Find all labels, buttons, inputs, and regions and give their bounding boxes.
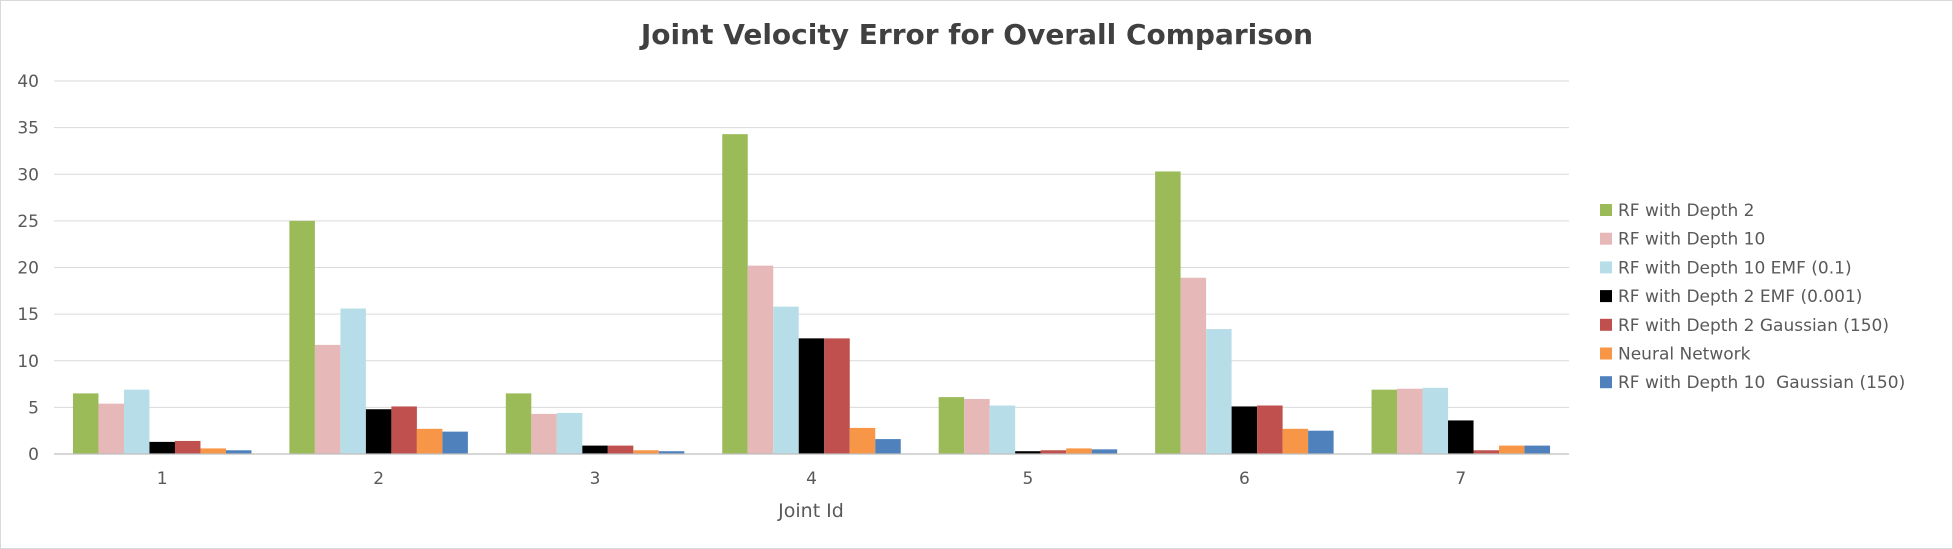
x-tick-label: 3	[590, 469, 601, 489]
legend-label: RF with Depth 10 Gaussian (150)	[1618, 373, 1905, 393]
y-tick-label: 20	[17, 259, 39, 279]
bar	[289, 220, 315, 454]
bar	[607, 445, 634, 454]
bar	[365, 409, 392, 454]
legend-label: RF with Depth 2 EMF (0.001)	[1618, 287, 1862, 307]
legend-swatch	[1600, 347, 1612, 360]
axis-layer: 0 5 10 15 20 25 30 35 40 1 2 3 4 5 6 7	[17, 72, 1569, 489]
y-tick-label: 40	[17, 72, 39, 92]
legend-swatch	[1600, 261, 1612, 274]
bar	[964, 398, 990, 454]
bar	[149, 441, 175, 454]
bar	[1422, 387, 1449, 454]
bar	[340, 308, 366, 454]
bar	[747, 265, 774, 454]
x-tick-label: 4	[806, 469, 817, 489]
legend-swatch	[1600, 318, 1612, 331]
bar	[1180, 277, 1207, 454]
legend-swatch	[1600, 376, 1612, 389]
bar	[658, 451, 685, 454]
bar	[989, 405, 1016, 454]
bar	[1448, 420, 1474, 454]
bar	[633, 450, 659, 454]
bar	[1091, 449, 1118, 454]
chart-title: Joint Velocity Error for Overall Compari…	[639, 18, 1313, 51]
bar	[391, 406, 417, 454]
bar	[938, 397, 965, 454]
x-tick-label: 5	[1023, 469, 1034, 489]
bar	[1308, 430, 1334, 454]
bar	[824, 338, 850, 454]
bar	[1257, 405, 1283, 454]
bar	[314, 344, 341, 454]
legend-swatch	[1600, 290, 1612, 303]
y-tick-label: 30	[17, 165, 39, 185]
bar	[505, 393, 532, 454]
legend-label: RF with Depth 10 EMF (0.1)	[1618, 258, 1852, 278]
bars-layer	[72, 134, 1551, 454]
bar	[582, 445, 608, 454]
bar	[225, 450, 252, 454]
y-tick-label: 25	[17, 212, 39, 232]
bar	[1524, 445, 1551, 454]
legend-label: Neural Network	[1618, 345, 1751, 365]
bar	[98, 403, 124, 454]
bar	[798, 338, 825, 454]
bar	[1231, 406, 1258, 454]
bar	[174, 440, 201, 454]
y-tick-label: 15	[17, 305, 39, 325]
y-tick-label: 5	[28, 398, 39, 418]
legend-label: RF with Depth 2 Gaussian (150)	[1618, 316, 1889, 336]
bar	[1206, 329, 1232, 454]
x-tick-label: 2	[373, 469, 384, 489]
bar	[1499, 445, 1525, 454]
legend-label: RF with Depth 2	[1618, 201, 1754, 221]
bar	[200, 448, 226, 454]
bar	[773, 306, 799, 454]
bar	[1155, 171, 1181, 454]
bar	[875, 439, 901, 454]
x-tick-label: 1	[157, 469, 168, 489]
bar	[1371, 389, 1398, 454]
y-tick-label: 35	[17, 119, 39, 139]
bar	[1040, 450, 1067, 454]
bar	[722, 134, 748, 454]
bar	[556, 412, 583, 454]
y-tick-label: 0	[28, 445, 39, 465]
bar	[416, 428, 443, 454]
bar	[849, 427, 876, 454]
bar	[1066, 448, 1092, 454]
x-axis-title: Joint Id	[777, 500, 844, 522]
legend-label: RF with Depth 10	[1618, 230, 1765, 250]
bar	[531, 413, 557, 454]
bar	[1397, 388, 1423, 454]
x-tick-label: 6	[1239, 469, 1250, 489]
x-tick-label: 7	[1455, 469, 1466, 489]
bar	[72, 393, 99, 454]
legend-swatch	[1600, 204, 1612, 216]
bar	[1015, 451, 1041, 454]
bar	[1473, 450, 1500, 454]
legend: RF with Depth 2 RF with Depth 10 RF with D…	[1600, 201, 1905, 393]
legend-swatch	[1600, 232, 1612, 245]
bar	[1282, 428, 1309, 454]
y-tick-label: 10	[17, 352, 39, 372]
bar	[442, 431, 468, 454]
bar	[123, 389, 150, 454]
